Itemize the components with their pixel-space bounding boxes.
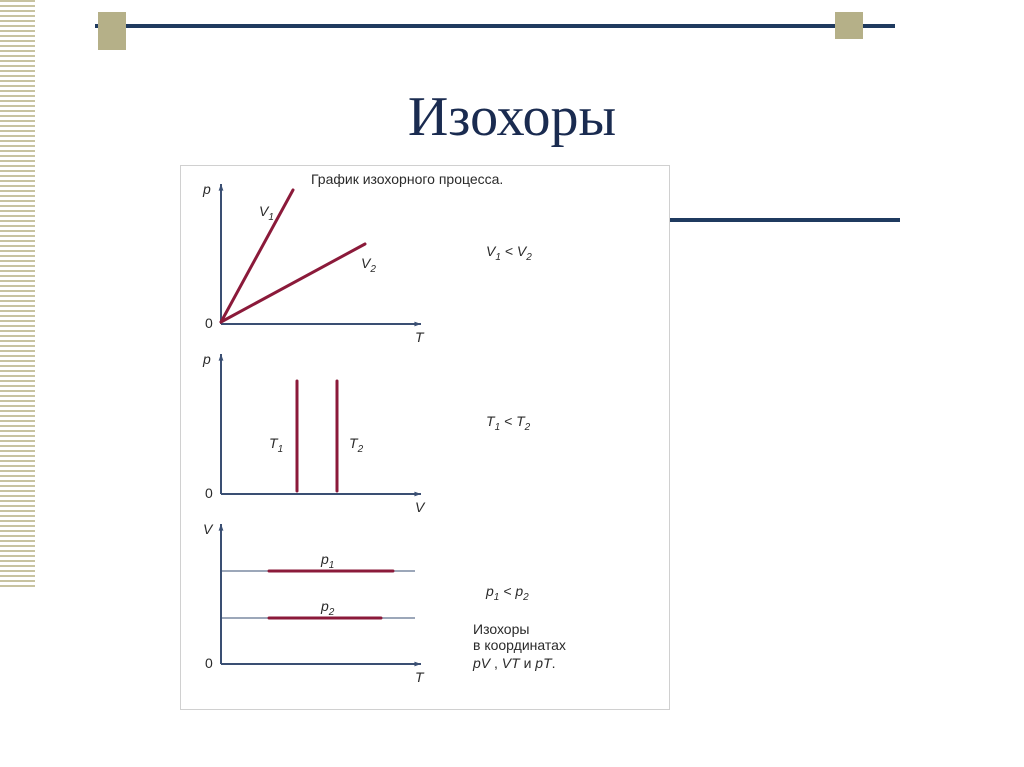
svg-text:pV , VT и pT.: pV , VT и pT. (472, 655, 556, 671)
svg-text:p: p (202, 351, 211, 367)
svg-text:p2: p2 (320, 598, 335, 618)
svg-text:V: V (415, 499, 426, 515)
svg-text:0: 0 (205, 315, 213, 331)
svg-text:p1 < p2: p1 < p2 (485, 583, 529, 603)
svg-text:p1: p1 (320, 551, 334, 571)
svg-text:0: 0 (205, 485, 213, 501)
svg-text:Изохоры: Изохоры (473, 621, 529, 637)
svg-text:T1: T1 (269, 435, 283, 455)
svg-text:T: T (415, 329, 425, 345)
svg-text:T1 < T2: T1 < T2 (486, 413, 531, 433)
slide-title: Изохоры (0, 85, 1024, 149)
svg-text:T: T (415, 669, 425, 685)
isochore-diagram: График изохорного процесса. p T 0 V1 V2 V1 < V… (180, 165, 670, 710)
top-accent-block-2 (835, 12, 863, 39)
svg-text:V: V (203, 521, 214, 537)
top-horizontal-rule (95, 24, 895, 28)
svg-text:p: p (202, 181, 211, 197)
svg-text:в координатах: в координатах (473, 637, 566, 653)
svg-text:T2: T2 (349, 435, 364, 455)
svg-text:V2: V2 (361, 255, 376, 275)
svg-text:График изохорного процесса.: График изохорного процесса. (311, 171, 503, 187)
svg-text:V1 < V2: V1 < V2 (486, 243, 532, 263)
top-accent-block-1 (98, 12, 126, 50)
svg-text:0: 0 (205, 655, 213, 671)
svg-text:V1: V1 (259, 203, 274, 223)
